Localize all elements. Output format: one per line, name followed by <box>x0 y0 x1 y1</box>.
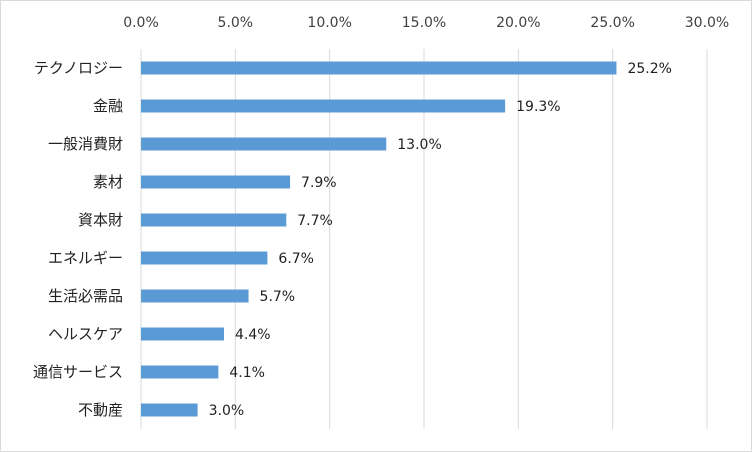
bar <box>141 176 290 189</box>
category-label: エネルギー <box>48 249 123 267</box>
value-label: 19.3% <box>516 99 560 115</box>
value-label: 7.9% <box>301 175 337 191</box>
x-tick-label: 10.0% <box>307 15 351 31</box>
x-tick-label: 5.0% <box>218 15 254 31</box>
category-label: 金融 <box>93 97 123 115</box>
category-label: 素材 <box>93 173 123 191</box>
bar <box>141 366 218 379</box>
category-label: ヘルスケア <box>48 325 123 343</box>
category-label: 資本財 <box>78 211 123 229</box>
bar <box>141 328 224 341</box>
bar <box>141 62 616 75</box>
value-label: 5.7% <box>260 289 296 305</box>
category-label: 一般消費財 <box>48 135 123 153</box>
x-tick-label: 25.0% <box>590 15 634 31</box>
category-label: 不動産 <box>78 401 123 419</box>
value-label: 3.0% <box>209 403 245 419</box>
bar <box>141 100 505 113</box>
value-label: 7.7% <box>297 213 333 229</box>
category-label: 通信サービス <box>33 363 123 381</box>
x-axis-tick-labels: 0.0% 5.0% 10.0% 15.0% 20.0% 25.0% 30.0% <box>123 15 729 31</box>
value-label: 4.4% <box>235 327 271 343</box>
value-label: 6.7% <box>278 251 314 267</box>
x-tick-label: 15.0% <box>402 15 446 31</box>
bar <box>141 404 198 417</box>
value-label: 25.2% <box>627 61 671 77</box>
value-labels: 25.2% 19.3% 13.0% 7.9% 7.7% 6.7% 5.7% 4.4% 4.1% 3… <box>209 61 672 419</box>
category-label: テクノロジー <box>34 59 123 77</box>
bar <box>141 138 386 151</box>
value-label: 4.1% <box>229 365 265 381</box>
x-tick-label: 20.0% <box>496 15 540 31</box>
category-labels: テクノロジー金融一般消費財素材資本財エネルギー生活必需品ヘルスケア通信サービス不… <box>33 59 123 419</box>
x-tick-label: 30.0% <box>685 15 729 31</box>
x-tick-label: 0.0% <box>123 15 159 31</box>
category-label: 生活必需品 <box>48 287 123 305</box>
value-label: 13.0% <box>397 137 441 153</box>
bar <box>141 214 286 227</box>
bar <box>141 290 249 303</box>
bar <box>141 252 267 265</box>
